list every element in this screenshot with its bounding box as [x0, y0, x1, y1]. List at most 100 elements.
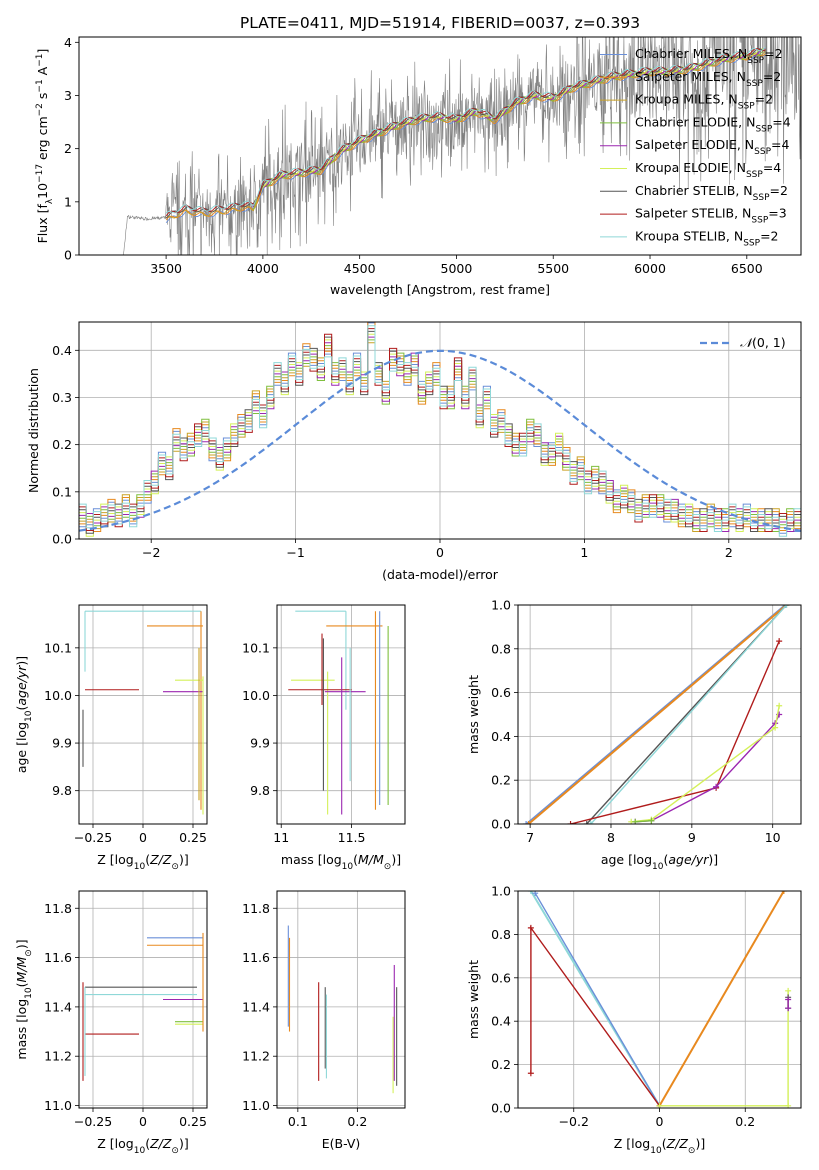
label-part: SSP — [751, 216, 768, 226]
weight-marker — [776, 702, 783, 709]
label-part: mass [log — [281, 852, 342, 867]
x-tick-label: 0 — [436, 545, 444, 560]
plot-area — [287, 925, 398, 1094]
x-tick-label: 0.1 — [288, 1114, 308, 1129]
x-tick-label: 2 — [725, 545, 733, 560]
grid — [518, 890, 801, 1109]
x-tick-label: 0.25 — [179, 830, 207, 845]
y-axis-label: age [log10(age/yr)] — [14, 656, 34, 773]
weight-line — [659, 990, 789, 1107]
label-part: SSP — [747, 56, 764, 66]
y-tick-label: 0 — [64, 248, 72, 263]
y-tick-label: 4 — [64, 35, 72, 50]
legend-label: Salpeter MILES, NSSP=2 — [635, 69, 781, 89]
y-tick-label: 0.3 — [52, 390, 72, 405]
weight-marker — [525, 821, 532, 824]
legend-label: Salpeter ELODIE, NSSP=4 — [635, 137, 790, 157]
y-tick-label: 0.4 — [52, 343, 72, 358]
y-tick-label: 1.0 — [491, 884, 511, 899]
panel-age-vs-Z: −0.25 0 0.259.89.910.010.1Z [log10(Z/Z⊙)]a… — [14, 604, 208, 872]
x-tick-label: 0 — [139, 830, 147, 845]
label-part: Z/Z — [666, 1136, 689, 1151]
y-tick-label: 9.8 — [52, 783, 72, 798]
label-part: M/M — [358, 852, 384, 867]
normal-curve — [79, 349, 801, 532]
x-axis-label: wavelength [Angstrom, rest frame] — [330, 282, 550, 297]
weight-marker — [785, 996, 792, 1003]
y-tick-label: 1 — [64, 194, 72, 209]
weight-marker — [785, 987, 792, 994]
plot-area — [288, 610, 389, 815]
weight-line — [658, 891, 785, 1107]
panel-age-vs-mass: 11 11.5 9.8 9.9 10.0 10.1 mass [log10(M/M⊙)] — [242, 604, 406, 872]
x-tick-label: 7 — [526, 830, 534, 845]
x-tick-label: 1 — [580, 545, 588, 560]
label-part: Chabrier STELIB, N — [635, 183, 753, 198]
weight-marker — [772, 724, 779, 731]
label-part: Flux [f — [35, 204, 50, 244]
legend: 𝒩(0, 1) — [700, 335, 786, 350]
weight-marker — [567, 821, 574, 824]
label-part: Kroupa ELODIE, N — [635, 160, 746, 175]
label-part: ( — [145, 1136, 150, 1151]
weight-marker — [527, 1070, 534, 1077]
label-part: Z [log — [614, 1136, 650, 1151]
y-tick-label: 0.4 — [491, 729, 511, 744]
x-tick-label: 6500 — [731, 261, 763, 276]
label-part: SSP — [746, 170, 763, 180]
x-tick-label: 4500 — [344, 261, 376, 276]
weight-marker — [713, 783, 720, 790]
weight-marker — [587, 821, 594, 824]
label-part: wavelength [Angstrom, rest frame] — [330, 282, 550, 297]
label-part: SSP — [754, 147, 771, 157]
label-part: SSP — [738, 102, 755, 112]
grid — [277, 605, 405, 824]
label-part: ] — [35, 49, 50, 54]
weight-line — [527, 605, 788, 824]
label-part: (0, 1) — [752, 335, 786, 350]
y-axis-label: mass weight — [466, 960, 481, 1039]
label-part: Salpeter ELODIE, N — [635, 137, 754, 152]
weight-line — [525, 605, 786, 824]
weight-marker — [780, 891, 787, 894]
y-tick-label: 0.8 — [491, 641, 511, 656]
y-tick-label: 0.2 — [52, 437, 72, 452]
label-part: λ — [45, 198, 55, 204]
label-part: A — [35, 66, 50, 79]
x-tick-label: 4000 — [247, 261, 279, 276]
y-axis-label: mass [log10(M/M⊙)] — [14, 939, 34, 1059]
label-part: ( — [14, 982, 29, 987]
label-part: erg cm — [35, 116, 50, 164]
x-axis-label: E(B-V) — [322, 1136, 361, 1151]
y-tick-label: 11.2 — [242, 1049, 270, 1064]
weight-marker — [527, 924, 534, 931]
y-tick-label: 10.0 — [44, 688, 72, 703]
weight-line — [570, 640, 780, 824]
plot-area — [108, 37, 801, 255]
weight-marker — [523, 821, 530, 824]
axes-frame — [276, 890, 406, 1109]
label-part: age [log — [14, 722, 29, 773]
model-spectrum-kroupa-stelib — [165, 46, 766, 214]
label-part: )] — [695, 1136, 705, 1151]
label-part: mass weight — [466, 960, 481, 1039]
y-tick-label: 11.2 — [44, 1049, 72, 1064]
y-tick-label: 11.0 — [44, 1098, 72, 1113]
weight-line — [534, 892, 661, 1107]
plot-area — [527, 891, 792, 1108]
panel-mass-vs-ebv: 0.1 0.2 11.0 11.2 11.4 11.6 11.8 E(B-V) — [242, 890, 406, 1151]
label-part: M/M — [14, 956, 29, 982]
plot-area — [523, 605, 790, 824]
x-tick-label: −0.25 — [74, 830, 112, 845]
label-part: Kroupa MILES, N — [635, 92, 738, 107]
weight-marker — [776, 638, 783, 645]
label-part: ⊙ — [384, 862, 392, 872]
label-part: =4 — [771, 137, 789, 152]
legend-label: Kroupa ELODIE, NSSP=4 — [635, 160, 781, 180]
y-tick-label: 9.9 — [52, 736, 72, 751]
label-part: )] — [391, 852, 401, 867]
label-part: E(B-V) — [322, 1136, 361, 1151]
label-part: )] — [179, 1136, 189, 1151]
x-tick-label: 0.2 — [347, 1114, 367, 1129]
